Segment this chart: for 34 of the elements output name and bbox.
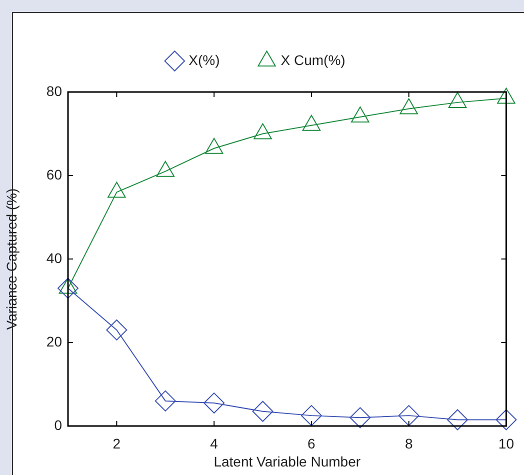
point [154,390,176,412]
x-tick-label: 2 [112,435,121,452]
point [252,400,274,422]
y-tick-label: 20 [46,333,62,350]
point [302,114,321,131]
point [58,278,78,299]
x-tick-label: 10 [498,435,514,452]
y-tick-label: 80 [46,82,62,99]
point [106,319,128,340]
point [350,106,370,123]
legend-label: X Cum(%) [280,52,346,68]
point [300,405,322,426]
point [447,409,468,430]
y-tick-label: 60 [46,166,62,182]
point [204,138,224,154]
x-tick-label: 8 [404,435,413,452]
y-axis-title: Variance Captured (%) [3,188,20,330]
x-axis-title: Latent Variable Number [214,453,361,470]
y-tick-label: 40 [46,250,62,266]
point [204,392,225,414]
point [398,405,420,426]
legend-label: X(%) [188,52,220,68]
point [400,98,418,114]
point [448,92,467,108]
point [108,182,126,198]
x-tick-label: 6 [308,435,316,452]
x-tick-label: 4 [210,435,218,452]
point [496,409,517,430]
point [497,88,516,104]
point [254,123,272,140]
point [156,160,175,177]
y-tick-label: 0 [54,416,62,433]
point [58,278,78,294]
point [350,407,371,428]
